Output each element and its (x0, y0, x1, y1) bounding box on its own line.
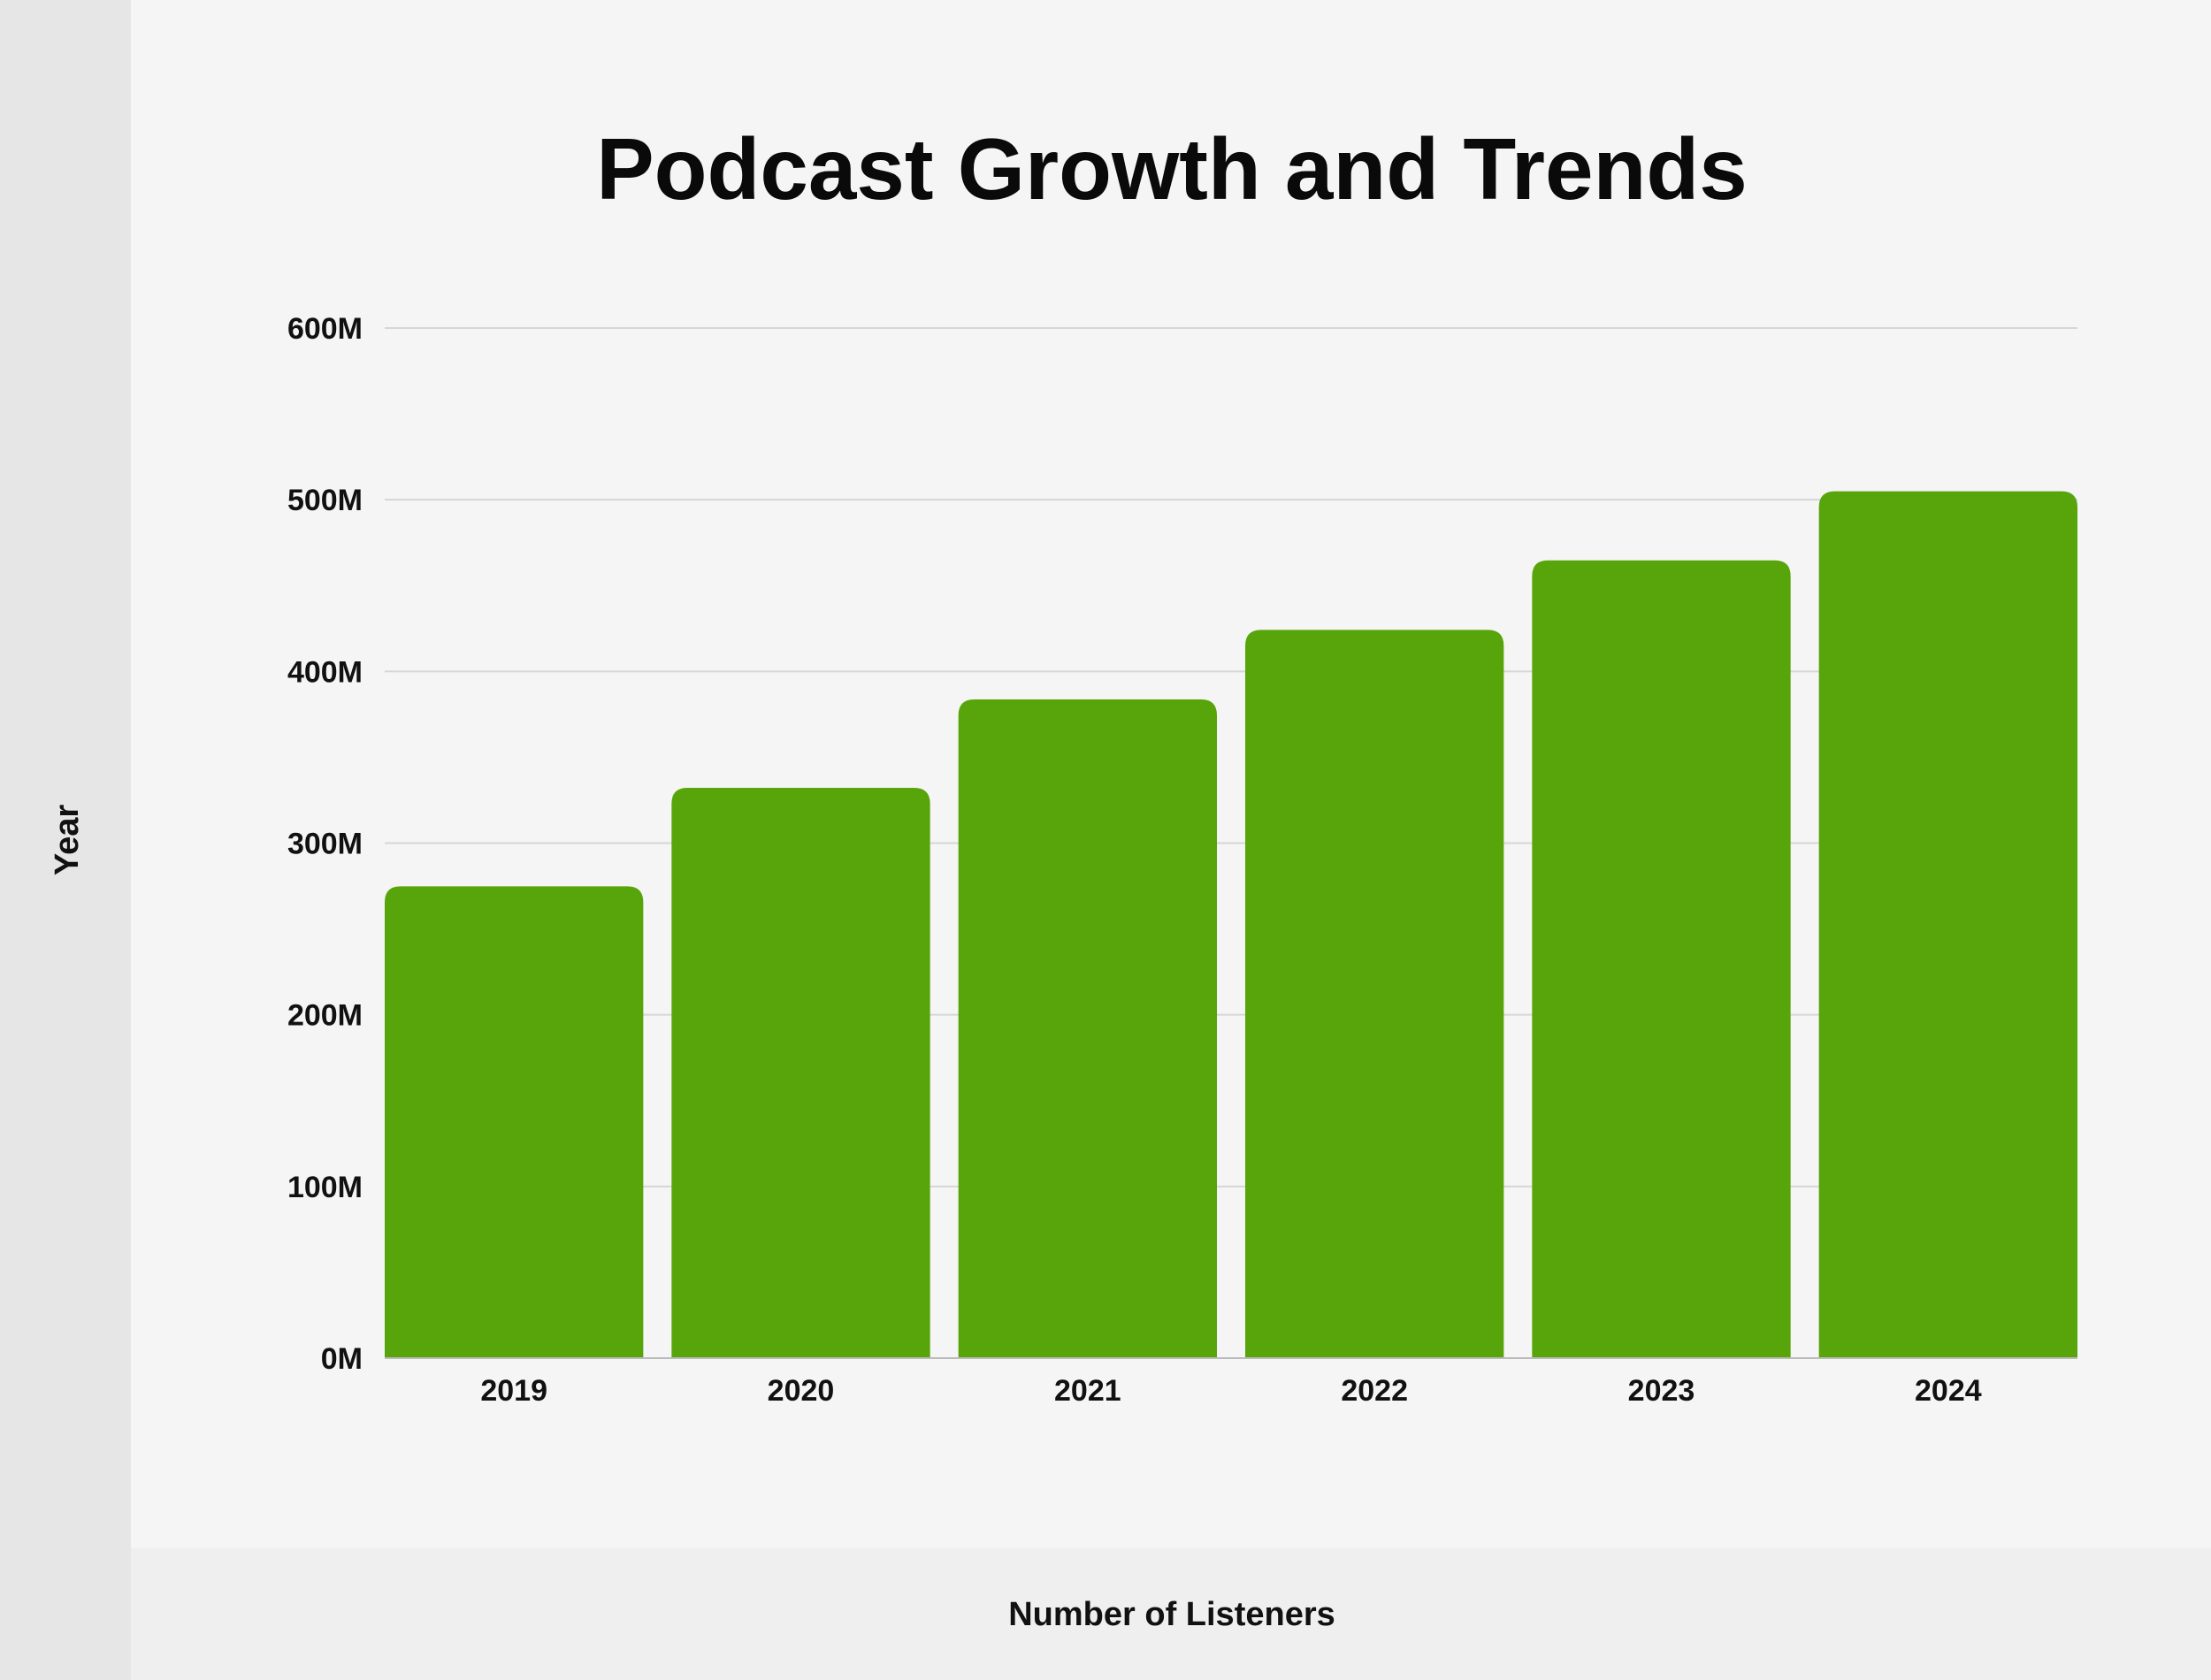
y-tick-label: 500M (287, 484, 363, 517)
y-tick-label: 200M (287, 999, 363, 1033)
y-tick-label: 400M (287, 655, 363, 689)
x-axis-label: Number of Listeners (1008, 1596, 1335, 1633)
y-tick-label: 600M (287, 312, 363, 346)
gridlines (385, 327, 2077, 1187)
chart-title: Podcast Growth and Trends (596, 120, 1747, 218)
y-axis-label: Year (49, 805, 86, 876)
x-tick-label: 2019 (480, 1374, 547, 1408)
y-tick-labels: 0M 100M 200M 300M 400M 500M 600M (287, 312, 363, 1376)
bar-2023 (1532, 560, 1791, 1358)
x-tick-label: 2021 (1054, 1374, 1121, 1408)
bar-2020 (671, 787, 930, 1358)
x-tick-label: 2024 (1915, 1374, 1982, 1408)
bottom-panel (131, 1548, 2211, 1680)
bar-2019 (385, 886, 644, 1358)
bar-2024 (1818, 491, 2077, 1358)
bars (385, 491, 2077, 1358)
x-tick-label: 2022 (1341, 1374, 1408, 1408)
left-panel (0, 0, 131, 1680)
bar-2021 (958, 699, 1217, 1358)
y-tick-label: 0M (321, 1342, 363, 1376)
x-tick-label: 2023 (1628, 1374, 1695, 1408)
y-tick-label: 100M (287, 1171, 363, 1204)
x-tick-labels: 2019 2020 2021 2022 2023 2024 (480, 1374, 1981, 1408)
bar-2022 (1245, 630, 1504, 1358)
x-tick-label: 2020 (768, 1374, 835, 1408)
y-tick-label: 300M (287, 828, 363, 861)
